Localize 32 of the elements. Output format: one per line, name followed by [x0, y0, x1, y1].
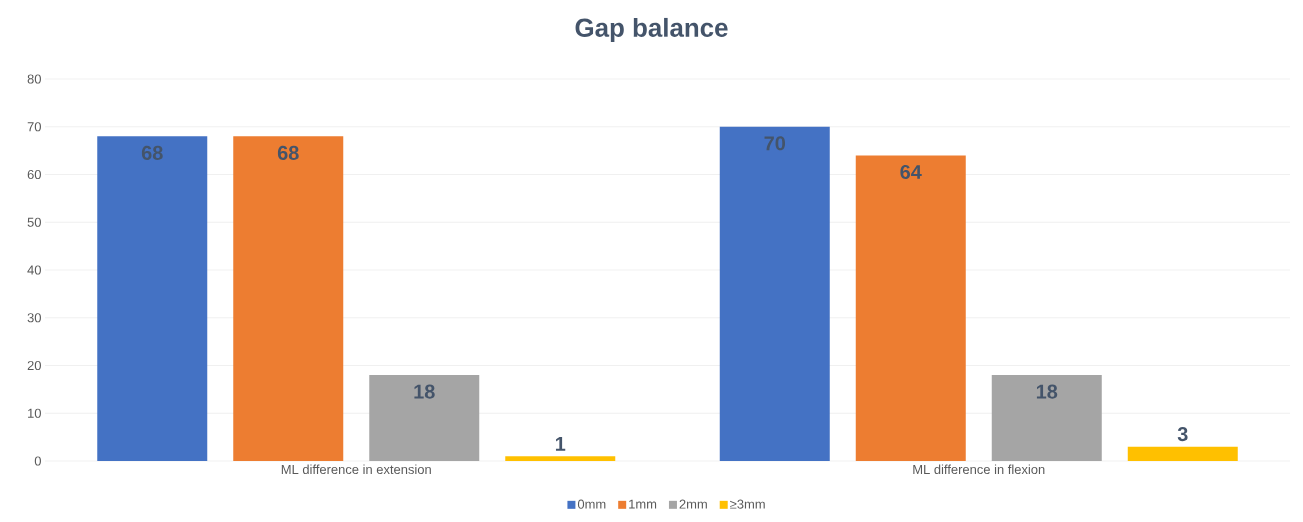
data-label: 68: [277, 145, 299, 160]
legend-label: 0mm: [577, 499, 606, 509]
bar: [505, 456, 616, 461]
bar: [719, 126, 830, 461]
y-tick-label: 30: [27, 313, 41, 323]
bar: [369, 375, 480, 461]
data-label: 18: [1036, 384, 1058, 399]
legend-label: 1mm: [629, 499, 657, 509]
y-tick-label: 20: [27, 360, 41, 371]
data-label: 3: [1177, 427, 1188, 442]
y-tick-label: 50: [27, 217, 41, 227]
bar: [233, 136, 344, 461]
bar: [991, 375, 1102, 461]
y-tick-label: 60: [27, 169, 41, 180]
bar: [97, 136, 208, 461]
data-label: 18: [414, 384, 435, 399]
data-label: 68: [141, 145, 163, 160]
data-label: 64: [900, 164, 922, 180]
y-tick-label: 70: [27, 122, 41, 132]
data-label: 1: [555, 437, 566, 451]
legend-label: ≥3mm: [730, 499, 765, 509]
legend-label: 2mm: [679, 499, 707, 509]
y-tick-label: 80: [27, 74, 41, 84]
y-tick-label: 40: [27, 265, 41, 275]
bar: [855, 155, 966, 461]
x-tick-label: ML difference in extension: [281, 464, 431, 475]
bar: [1127, 446, 1238, 461]
chart-title: Gap balance: [575, 17, 728, 43]
y-tick-label: 0: [34, 456, 41, 466]
data-label: 70: [764, 136, 786, 151]
y-tick-label: 10: [28, 408, 41, 418]
x-tick-label: ML difference in flexion: [913, 464, 1045, 475]
